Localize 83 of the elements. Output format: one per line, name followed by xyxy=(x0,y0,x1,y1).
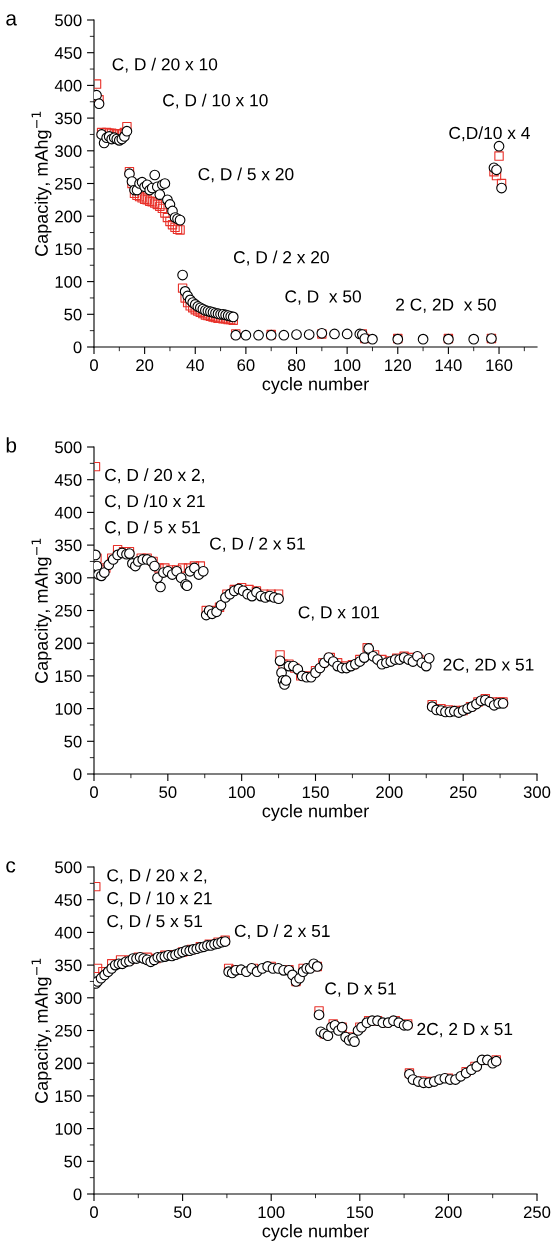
y-tick-label: 50 xyxy=(64,1155,82,1168)
annotation: C, D / 10 x 10 xyxy=(163,93,268,109)
y-tick-label: 300 xyxy=(55,145,82,157)
annotation: C, D / 2 x 51 xyxy=(210,537,305,552)
y-tick-label: 350 xyxy=(55,112,82,125)
y-tick-label: 300 xyxy=(55,992,82,1004)
y-tick-label: 450 xyxy=(54,474,82,486)
y-tick-label: 0 xyxy=(73,768,82,781)
x-tick-label: 20 xyxy=(136,359,154,372)
annotation: C, D x 101 xyxy=(298,606,379,621)
y-tick-label: 50 xyxy=(64,735,82,748)
y-tick-label: 450 xyxy=(54,894,82,906)
annotation: 2C, 2 D x 51 xyxy=(417,1022,513,1038)
annotation: C, D / 5 x 51 xyxy=(105,520,200,536)
chart-title: c xyxy=(6,861,16,873)
x-tick-label: 140 xyxy=(435,359,462,372)
annotation: C, D x 50 xyxy=(285,290,361,305)
y-tick-label: 0 xyxy=(73,1188,82,1201)
x-tick-label: 300 xyxy=(523,786,551,799)
annotation: C,D/10 x 4 xyxy=(449,126,530,142)
annotation: C, D / 5 x 51 xyxy=(107,914,203,930)
x-tick-label: 200 xyxy=(376,786,403,799)
x-tick-label: 200 xyxy=(435,1206,462,1219)
y-axis-title: Capacity, mAhg$^{−1}$ xyxy=(31,111,52,256)
annotation: C, D x 51 xyxy=(325,982,396,997)
y-tick-label: 500 xyxy=(55,441,82,454)
y-tick-label: 400 xyxy=(54,926,82,939)
annotation: C, D / 20 x 2, xyxy=(105,468,204,484)
annotation: 2C, 2D x 51 xyxy=(443,658,534,673)
x-tick-label: 250 xyxy=(450,786,477,799)
y-axis-title: Capacity, mAhg$^{−1}$ xyxy=(31,538,52,683)
y-tick-label: 400 xyxy=(54,506,82,519)
y-tick-label: 450 xyxy=(54,47,82,59)
x-tick-label: 40 xyxy=(186,359,204,372)
x-tick-label: 0 xyxy=(90,359,98,372)
x-tick-label: 100 xyxy=(334,359,361,372)
y-tick-label: 50 xyxy=(64,308,82,321)
y-tick-label: 100 xyxy=(55,703,82,715)
y-tick-label: 100 xyxy=(55,276,82,288)
y-tick-label: 500 xyxy=(55,14,82,27)
y-tick-label: 350 xyxy=(55,959,82,972)
y-tick-label: 150 xyxy=(55,670,82,683)
annotation: C, D /10 x 21 xyxy=(105,494,205,510)
annotation: C, D / 5 x 20 xyxy=(198,167,294,183)
x-tick-label: 0 xyxy=(90,1206,98,1219)
y-tick-label: 250 xyxy=(55,177,82,190)
annotation: C, D / 2 x 51 xyxy=(234,924,330,940)
y-tick-label: 200 xyxy=(55,1057,82,1070)
annotation: C, D / 20 x 2, xyxy=(107,868,207,884)
x-tick-label: 60 xyxy=(237,359,255,372)
x-tick-label: 250 xyxy=(523,1206,551,1219)
chart-title: b xyxy=(6,437,17,453)
annotation: C, D / 10 x 21 xyxy=(107,891,212,907)
x-tick-label: 80 xyxy=(287,359,306,372)
y-tick-label: 150 xyxy=(55,1090,82,1103)
x-tick-label: 100 xyxy=(258,1206,285,1219)
x-tick-label: 150 xyxy=(302,786,329,799)
y-tick-label: 100 xyxy=(55,1123,82,1135)
y-tick-label: 200 xyxy=(55,637,82,650)
y-tick-label: 250 xyxy=(55,1024,82,1037)
y-tick-label: 400 xyxy=(54,79,82,92)
y-tick-label: 150 xyxy=(55,243,82,256)
annotation: C, D / 20 x 10 xyxy=(112,57,218,73)
y-tick-label: 200 xyxy=(55,210,82,223)
y-tick-label: 250 xyxy=(55,604,82,617)
x-axis-title: cycle number xyxy=(262,1224,369,1241)
x-axis-title: cycle number xyxy=(262,804,369,821)
x-tick-label: 120 xyxy=(385,359,412,372)
x-tick-label: 50 xyxy=(159,786,177,799)
x-tick-label: 50 xyxy=(174,1206,192,1219)
y-axis-title: Capacity, mAhg$^{−1}$ xyxy=(31,958,52,1103)
x-tick-label: 100 xyxy=(229,786,255,799)
annotation: 2 C, 2D x 50 xyxy=(396,298,496,313)
x-tick-label: 0 xyxy=(90,786,98,799)
x-axis-title: cycle number xyxy=(262,377,369,394)
annotation: C, D / 2 x 20 xyxy=(233,250,329,266)
chart-title: a xyxy=(6,14,17,26)
y-tick-label: 300 xyxy=(55,572,82,584)
y-tick-label: 0 xyxy=(73,341,82,354)
y-tick-label: 350 xyxy=(55,539,82,552)
x-tick-label: 160 xyxy=(486,359,513,372)
y-tick-label: 500 xyxy=(55,861,82,874)
x-tick-label: 150 xyxy=(347,1206,374,1219)
